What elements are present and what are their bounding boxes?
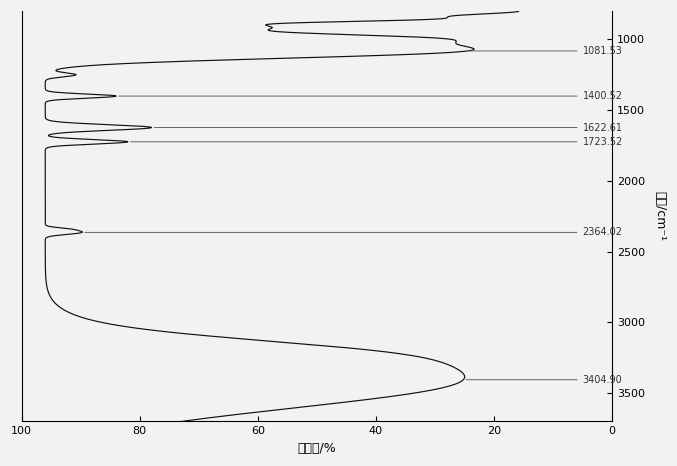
Text: 1622.61: 1622.61 — [154, 123, 623, 132]
Text: 1400.52: 1400.52 — [119, 91, 623, 101]
Y-axis label: 波数/cm⁻¹: 波数/cm⁻¹ — [653, 191, 666, 241]
Text: 2364.02: 2364.02 — [85, 227, 623, 237]
Text: 3404.90: 3404.90 — [466, 375, 622, 385]
Text: 1723.52: 1723.52 — [131, 137, 623, 147]
X-axis label: 透射率/%: 透射率/% — [297, 442, 336, 455]
Text: 1081.53: 1081.53 — [471, 46, 622, 56]
